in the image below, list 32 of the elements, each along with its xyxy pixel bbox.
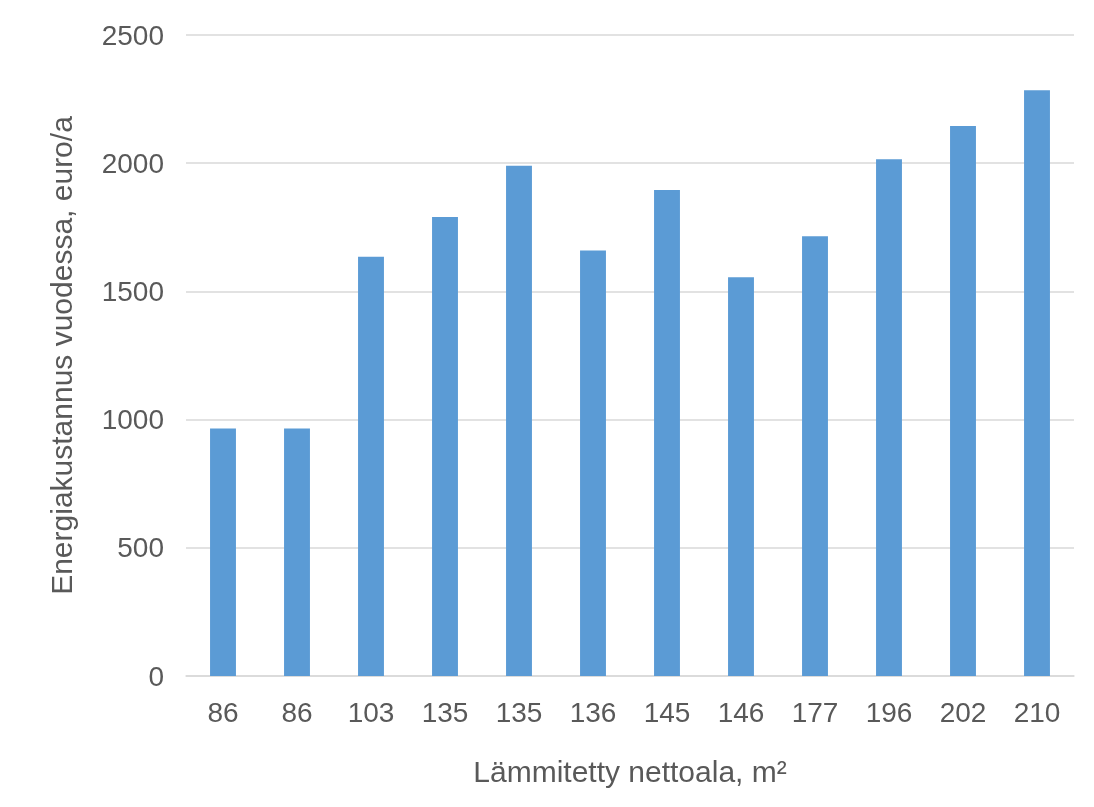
bar xyxy=(728,277,754,676)
x-axis-title: Lämmitetty nettoala, m² xyxy=(473,754,787,788)
bar xyxy=(358,256,384,676)
y-tick-label: 2500 xyxy=(101,19,164,51)
y-tick-label: 0 xyxy=(148,660,164,692)
x-tick-label: 145 xyxy=(643,696,691,728)
bar xyxy=(1024,90,1050,676)
x-tick-label: 135 xyxy=(421,696,469,728)
x-tick-label: 177 xyxy=(791,696,839,728)
y-tick-label: 2000 xyxy=(101,147,164,179)
x-tick-label: 196 xyxy=(865,696,913,728)
bar xyxy=(950,126,976,676)
bar xyxy=(802,236,828,676)
x-tick-label: 103 xyxy=(347,696,395,728)
bar xyxy=(284,428,310,676)
x-tick-label: 86 xyxy=(281,696,313,728)
bar xyxy=(506,165,532,676)
bar xyxy=(654,190,680,676)
bar xyxy=(876,159,902,676)
x-tick-label: 210 xyxy=(1013,696,1061,728)
x-tick-label: 136 xyxy=(569,696,617,728)
bar xyxy=(210,428,236,676)
x-tick-label: 146 xyxy=(717,696,765,728)
y-axis-title: Energiakustannus vuodessa, euro/a xyxy=(44,115,78,595)
y-tick-label: 1500 xyxy=(101,275,164,307)
bar xyxy=(432,217,458,676)
y-tick-label: 500 xyxy=(117,532,164,564)
y-tick-label: 1000 xyxy=(101,404,164,436)
x-tick-label: 202 xyxy=(939,696,987,728)
bar xyxy=(580,250,606,676)
x-tick-label: 135 xyxy=(495,696,543,728)
x-tick-label: 86 xyxy=(207,696,239,728)
